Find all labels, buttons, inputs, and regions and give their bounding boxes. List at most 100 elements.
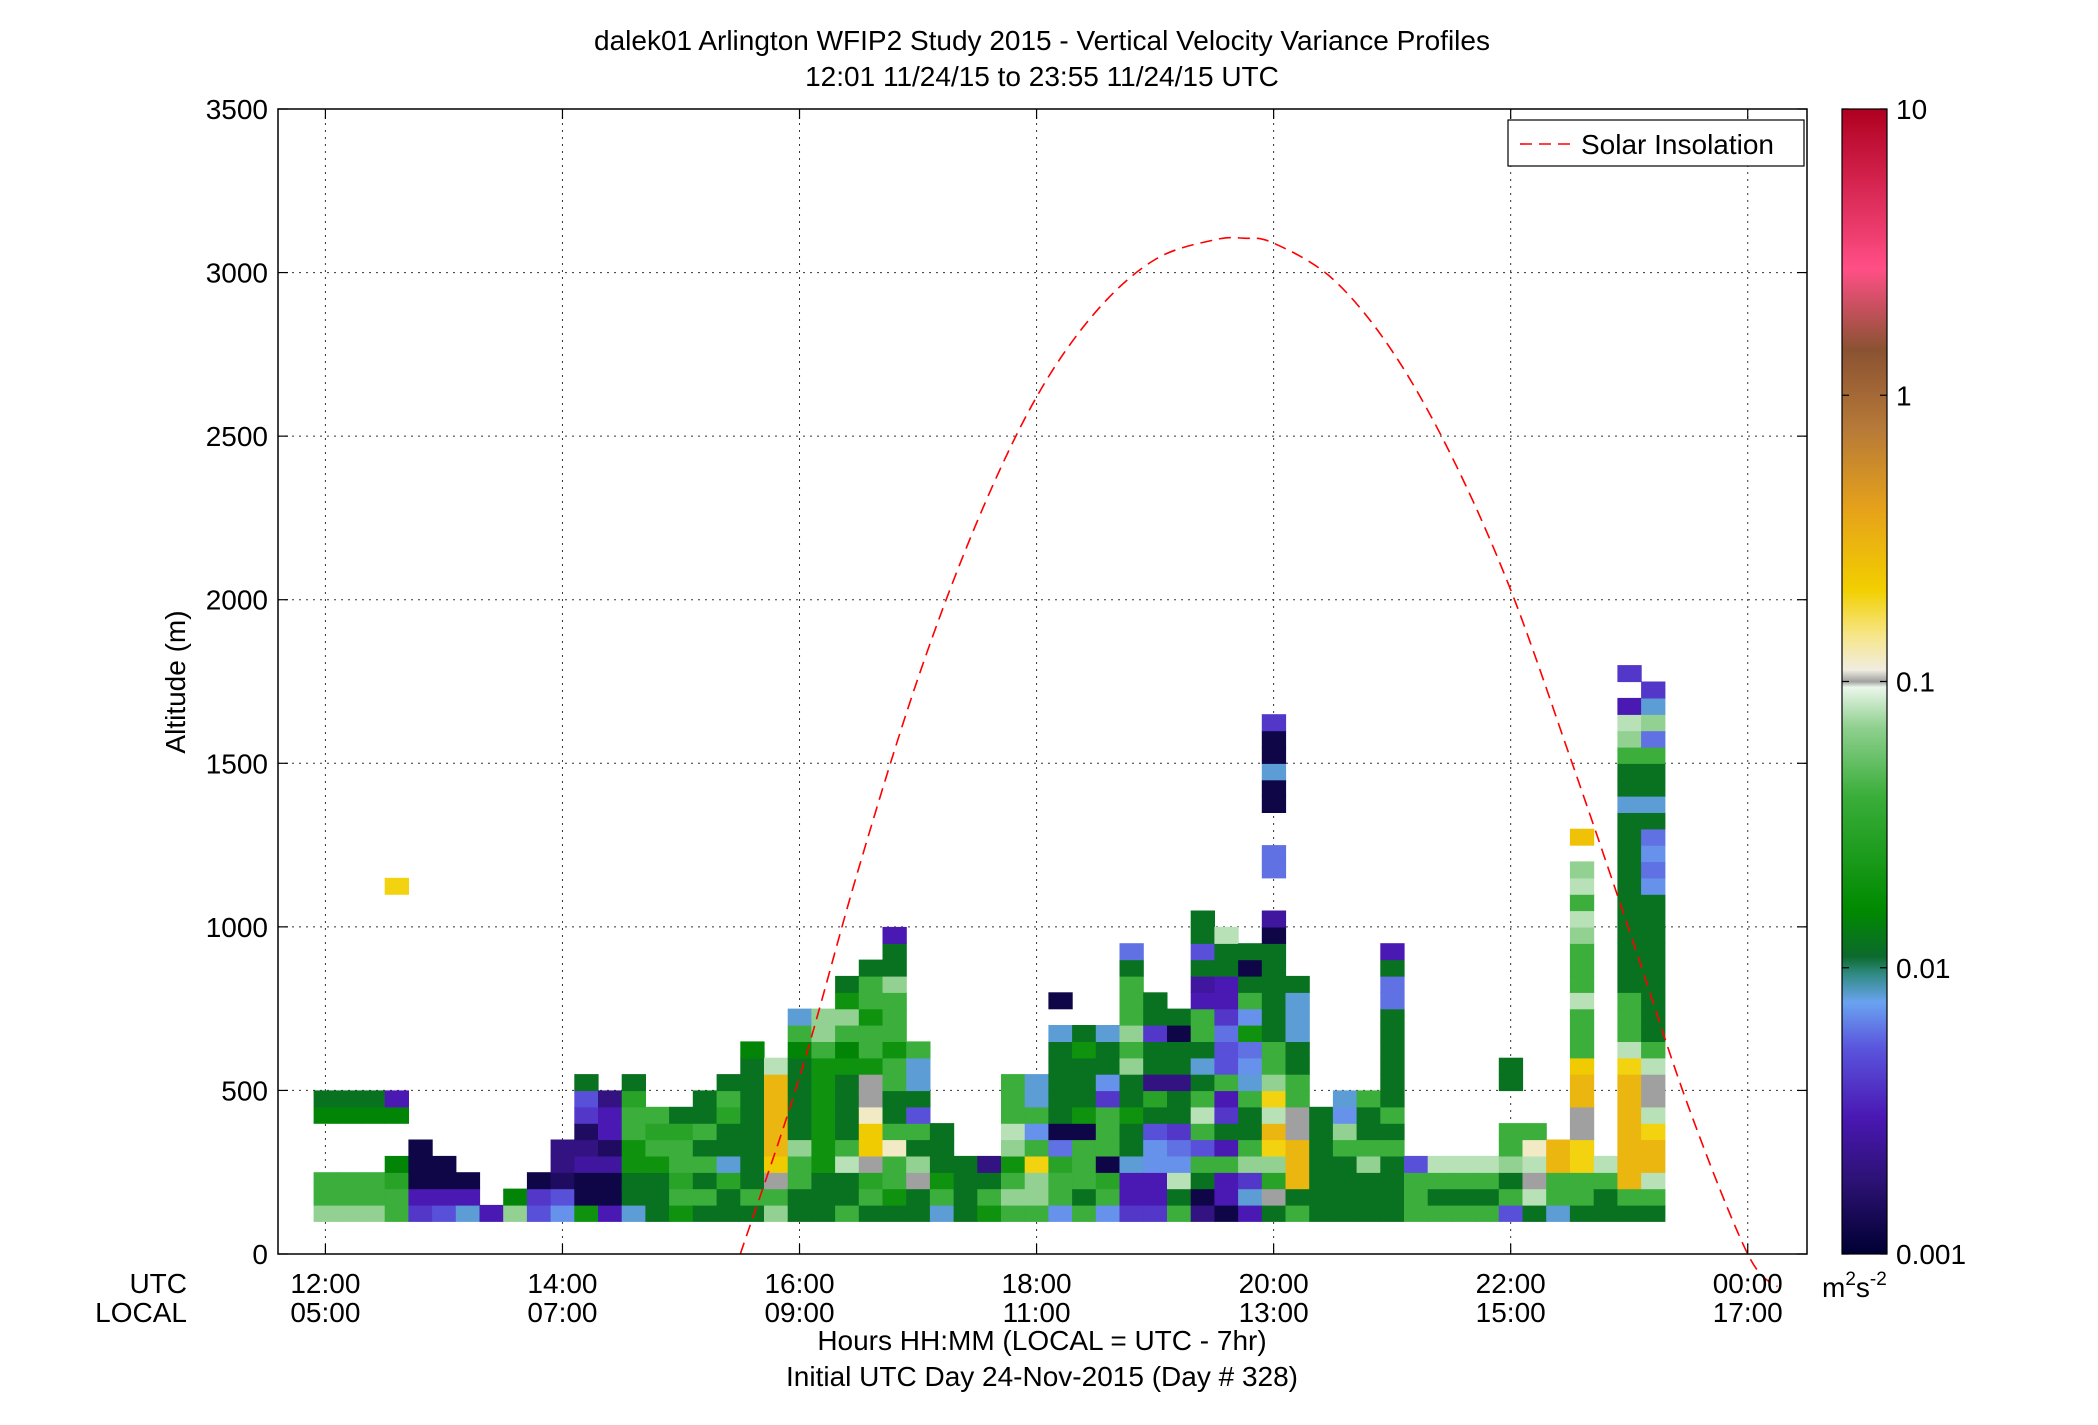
heatmap-cell [1167,1025,1192,1042]
heatmap-cell [1617,992,1642,1010]
heatmap-cell [1190,1057,1215,1075]
heatmap-cell [1498,1057,1524,1075]
heatmap-cell [1095,1025,1121,1042]
heatmap-cell [1332,1139,1358,1157]
heatmap-cell [503,1204,528,1222]
heatmap-cell [1238,1090,1263,1108]
heatmap-cell [1641,779,1666,797]
heatmap-cell [1427,1172,1452,1190]
heatmap-cell [1072,1123,1097,1141]
heatmap-cell [1001,1188,1026,1206]
heatmap-cell [1617,1123,1642,1141]
solar-insolation-curve [739,236,1778,1288]
heatmap-cell [1261,1008,1287,1026]
heatmap-cell [1190,1204,1215,1222]
heatmap-cell [1261,1204,1287,1222]
legend-frame [1507,119,1805,167]
heatmap-cell [1261,1074,1287,1092]
heatmap-cell [858,1074,884,1092]
heatmap-cell [1261,714,1287,732]
heatmap-cell [811,1057,836,1075]
heatmap-cell [787,1139,812,1157]
heatmap-cell [1569,828,1595,846]
x-tick-label-local: 09:00 [764,1297,834,1328]
heatmap-cell [1024,1172,1049,1190]
heatmap-cell [1569,959,1595,977]
heatmap-cell [1214,1204,1239,1222]
heatmap-cell [1617,1074,1642,1092]
y-tick-label: 2000 [206,585,268,616]
heatmap-cell [740,1041,765,1059]
heatmap-cell [1332,1188,1358,1206]
colorbar-unit: m2s-2 [1822,1269,1887,1303]
heatmap-cell [811,1188,836,1206]
heatmap-cell [835,1090,860,1108]
heatmap-cell [1238,959,1263,977]
heatmap-cell [1190,975,1215,993]
heatmap-cell [313,1090,338,1108]
x-tick-label-utc: 20:00 [1239,1268,1309,1299]
heatmap-cell [1617,910,1642,928]
heatmap-cell [1048,1106,1073,1124]
heatmap-cell [1617,779,1642,797]
heatmap-cell [1356,1106,1381,1124]
heatmap-cell [882,1041,907,1059]
heatmap-cell [716,1188,741,1206]
heatmap-cell [1261,1090,1287,1108]
heatmap-cell [1261,992,1287,1010]
heatmap-cell [621,1106,646,1124]
heatmap-cell [1475,1155,1500,1173]
heatmap-cell [337,1188,362,1206]
heatmap-cell [1261,763,1287,781]
heatmap-cell [1380,1074,1405,1092]
heatmap-cell [882,1155,907,1173]
heatmap-cell [1143,1025,1168,1042]
colorbar-ticks: 0.001 0.01 0.1 1 10 [1842,94,1966,1270]
heatmap-cell [835,992,860,1010]
heatmap-cell [1617,975,1642,993]
heatmap-cell [1522,1123,1547,1141]
heatmap-cell [811,1025,836,1042]
x-tick-label-local: 11:00 [1003,1297,1071,1328]
heatmap-cell [787,1074,812,1092]
heatmap-cell [550,1172,575,1190]
heatmap-cell [1190,1106,1215,1124]
heatmap-cell [906,1204,931,1222]
heatmap-cell [692,1188,718,1206]
heatmap-cell [1285,1155,1310,1173]
heatmap-cell [621,1090,646,1108]
heatmap-cell [313,1204,338,1222]
heatmap-cell [1404,1172,1429,1190]
heatmap-cell [858,959,884,977]
heatmap-cell [1285,1057,1310,1075]
heatmap-cell [835,1204,860,1222]
heatmap-cell [1569,1074,1595,1092]
heatmap-cell [1617,861,1642,879]
heatmap-cell [1285,1025,1310,1042]
heatmap-cell [1380,959,1405,977]
heatmap-cell [1569,975,1595,993]
heatmap-cell [1617,697,1642,715]
heatmap-cell [1167,1188,1192,1206]
heatmap-cell [835,975,860,993]
heatmap-cell [1309,1139,1334,1157]
heatmap-cell [882,959,907,977]
heatmap-cell [574,1172,599,1190]
heatmap-cell [1475,1172,1500,1190]
heatmap-cell [787,1204,812,1222]
heatmap-cell [1001,1123,1026,1141]
heatmap-cell [1143,1123,1168,1141]
heatmap-cell [1380,1106,1405,1124]
heatmap-cell [1024,1123,1049,1141]
heatmap-cell [929,1172,955,1190]
heatmap-cell [1380,1172,1405,1190]
heatmap-cell [764,1155,789,1173]
heatmap-cell [1024,1090,1049,1108]
heatmap-cell [1190,992,1215,1010]
heatmap-cell [764,1188,789,1206]
colorbar-unit-exp2: -2 [1870,1269,1887,1290]
heatmap-cell [764,1172,789,1190]
colorbar: 0.001 0.01 0.1 1 10 m2s-2 [1822,94,1966,1303]
heatmap-cell [550,1188,575,1206]
heatmap-cell [835,1188,860,1206]
